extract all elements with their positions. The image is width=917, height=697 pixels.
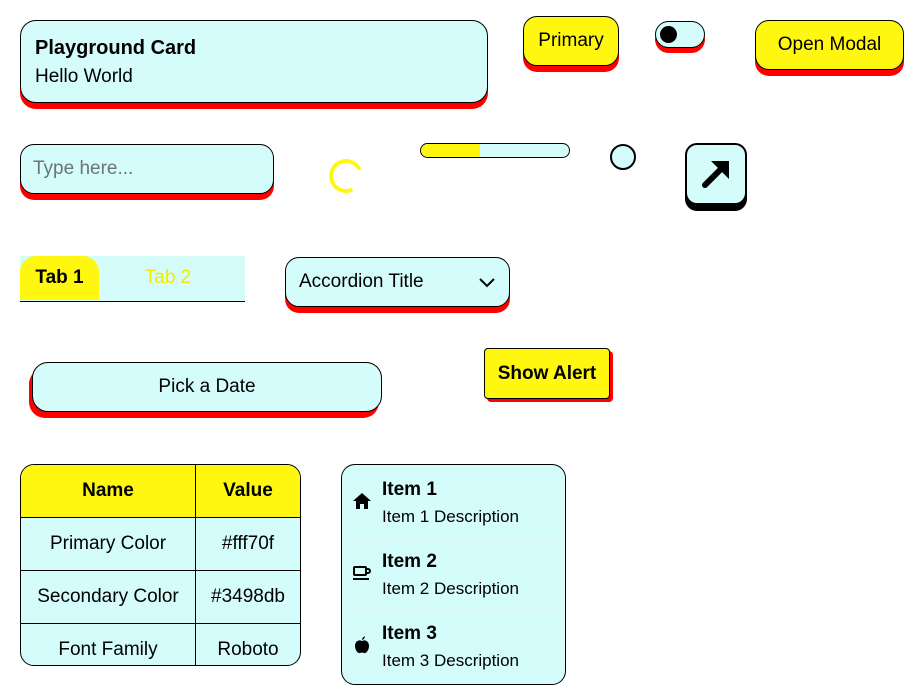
list-item-description: Item 2 Description — [382, 579, 519, 598]
show-alert-button[interactable]: Show Alert — [484, 348, 610, 399]
coffee-icon — [353, 566, 371, 580]
loading-spinner — [324, 154, 368, 198]
date-picker-button[interactable]: Pick a Date — [32, 362, 382, 412]
list-item-description: Item 3 Description — [382, 651, 519, 670]
progress-bar — [420, 143, 570, 158]
table-cell: Primary Color — [21, 517, 196, 571]
icon-button[interactable] — [685, 143, 747, 205]
table-cell: #3498db — [195, 570, 300, 624]
table-row: Secondary Color #3498db — [21, 570, 300, 624]
toggle-knob — [660, 26, 677, 43]
list-item-title: Item 3 — [382, 623, 437, 644]
toggle-switch[interactable] — [655, 21, 705, 48]
apple-icon — [355, 636, 369, 654]
table-header-name: Name — [21, 465, 196, 518]
list-item[interactable]: Item 1 Item 1 Description — [346, 469, 561, 541]
list-item-title: Item 2 — [382, 551, 437, 572]
arrow-up-right-icon — [702, 161, 729, 188]
list-item-description: Item 1 Description — [382, 507, 519, 526]
accordion-header[interactable]: Accordion Title — [285, 257, 510, 307]
table-cell: Secondary Color — [21, 570, 196, 624]
accordion-title: Accordion Title — [299, 271, 424, 292]
table-row: Primary Color #fff70f — [21, 517, 300, 571]
open-modal-button[interactable]: Open Modal — [755, 20, 904, 70]
item-list: Item 1 Item 1 Description Item 2 Item 2 … — [341, 464, 566, 685]
tab-1[interactable]: Tab 1 — [20, 256, 99, 300]
card-title: Playground Card — [35, 37, 197, 59]
data-table: Name Value Primary Color #fff70f Seconda… — [20, 464, 301, 666]
list-item[interactable]: Item 3 Item 3 Description — [346, 613, 561, 685]
table-cell: #fff70f — [195, 517, 300, 571]
radio-button[interactable] — [610, 144, 636, 170]
table-row: Font Family Roboto — [21, 623, 300, 665]
list-item-title: Item 1 — [382, 479, 437, 500]
card-subtitle: Hello World — [35, 66, 133, 87]
table-header-value: Value — [195, 465, 300, 518]
table-cell: Roboto — [195, 623, 300, 665]
list-item[interactable]: Item 2 Item 2 Description — [346, 541, 561, 613]
table-cell: Font Family — [21, 623, 196, 665]
progress-fill — [421, 144, 481, 157]
home-icon — [353, 493, 371, 509]
primary-button[interactable]: Primary — [523, 16, 619, 66]
table-header-row: Name Value — [21, 465, 300, 518]
text-input[interactable] — [20, 144, 274, 194]
tab-2[interactable]: Tab 2 — [144, 267, 192, 288]
tab-bar: Tab 1 Tab 2 — [20, 256, 245, 302]
playground-card: Playground Card Hello World — [20, 20, 488, 103]
chevron-down-icon — [479, 278, 495, 288]
